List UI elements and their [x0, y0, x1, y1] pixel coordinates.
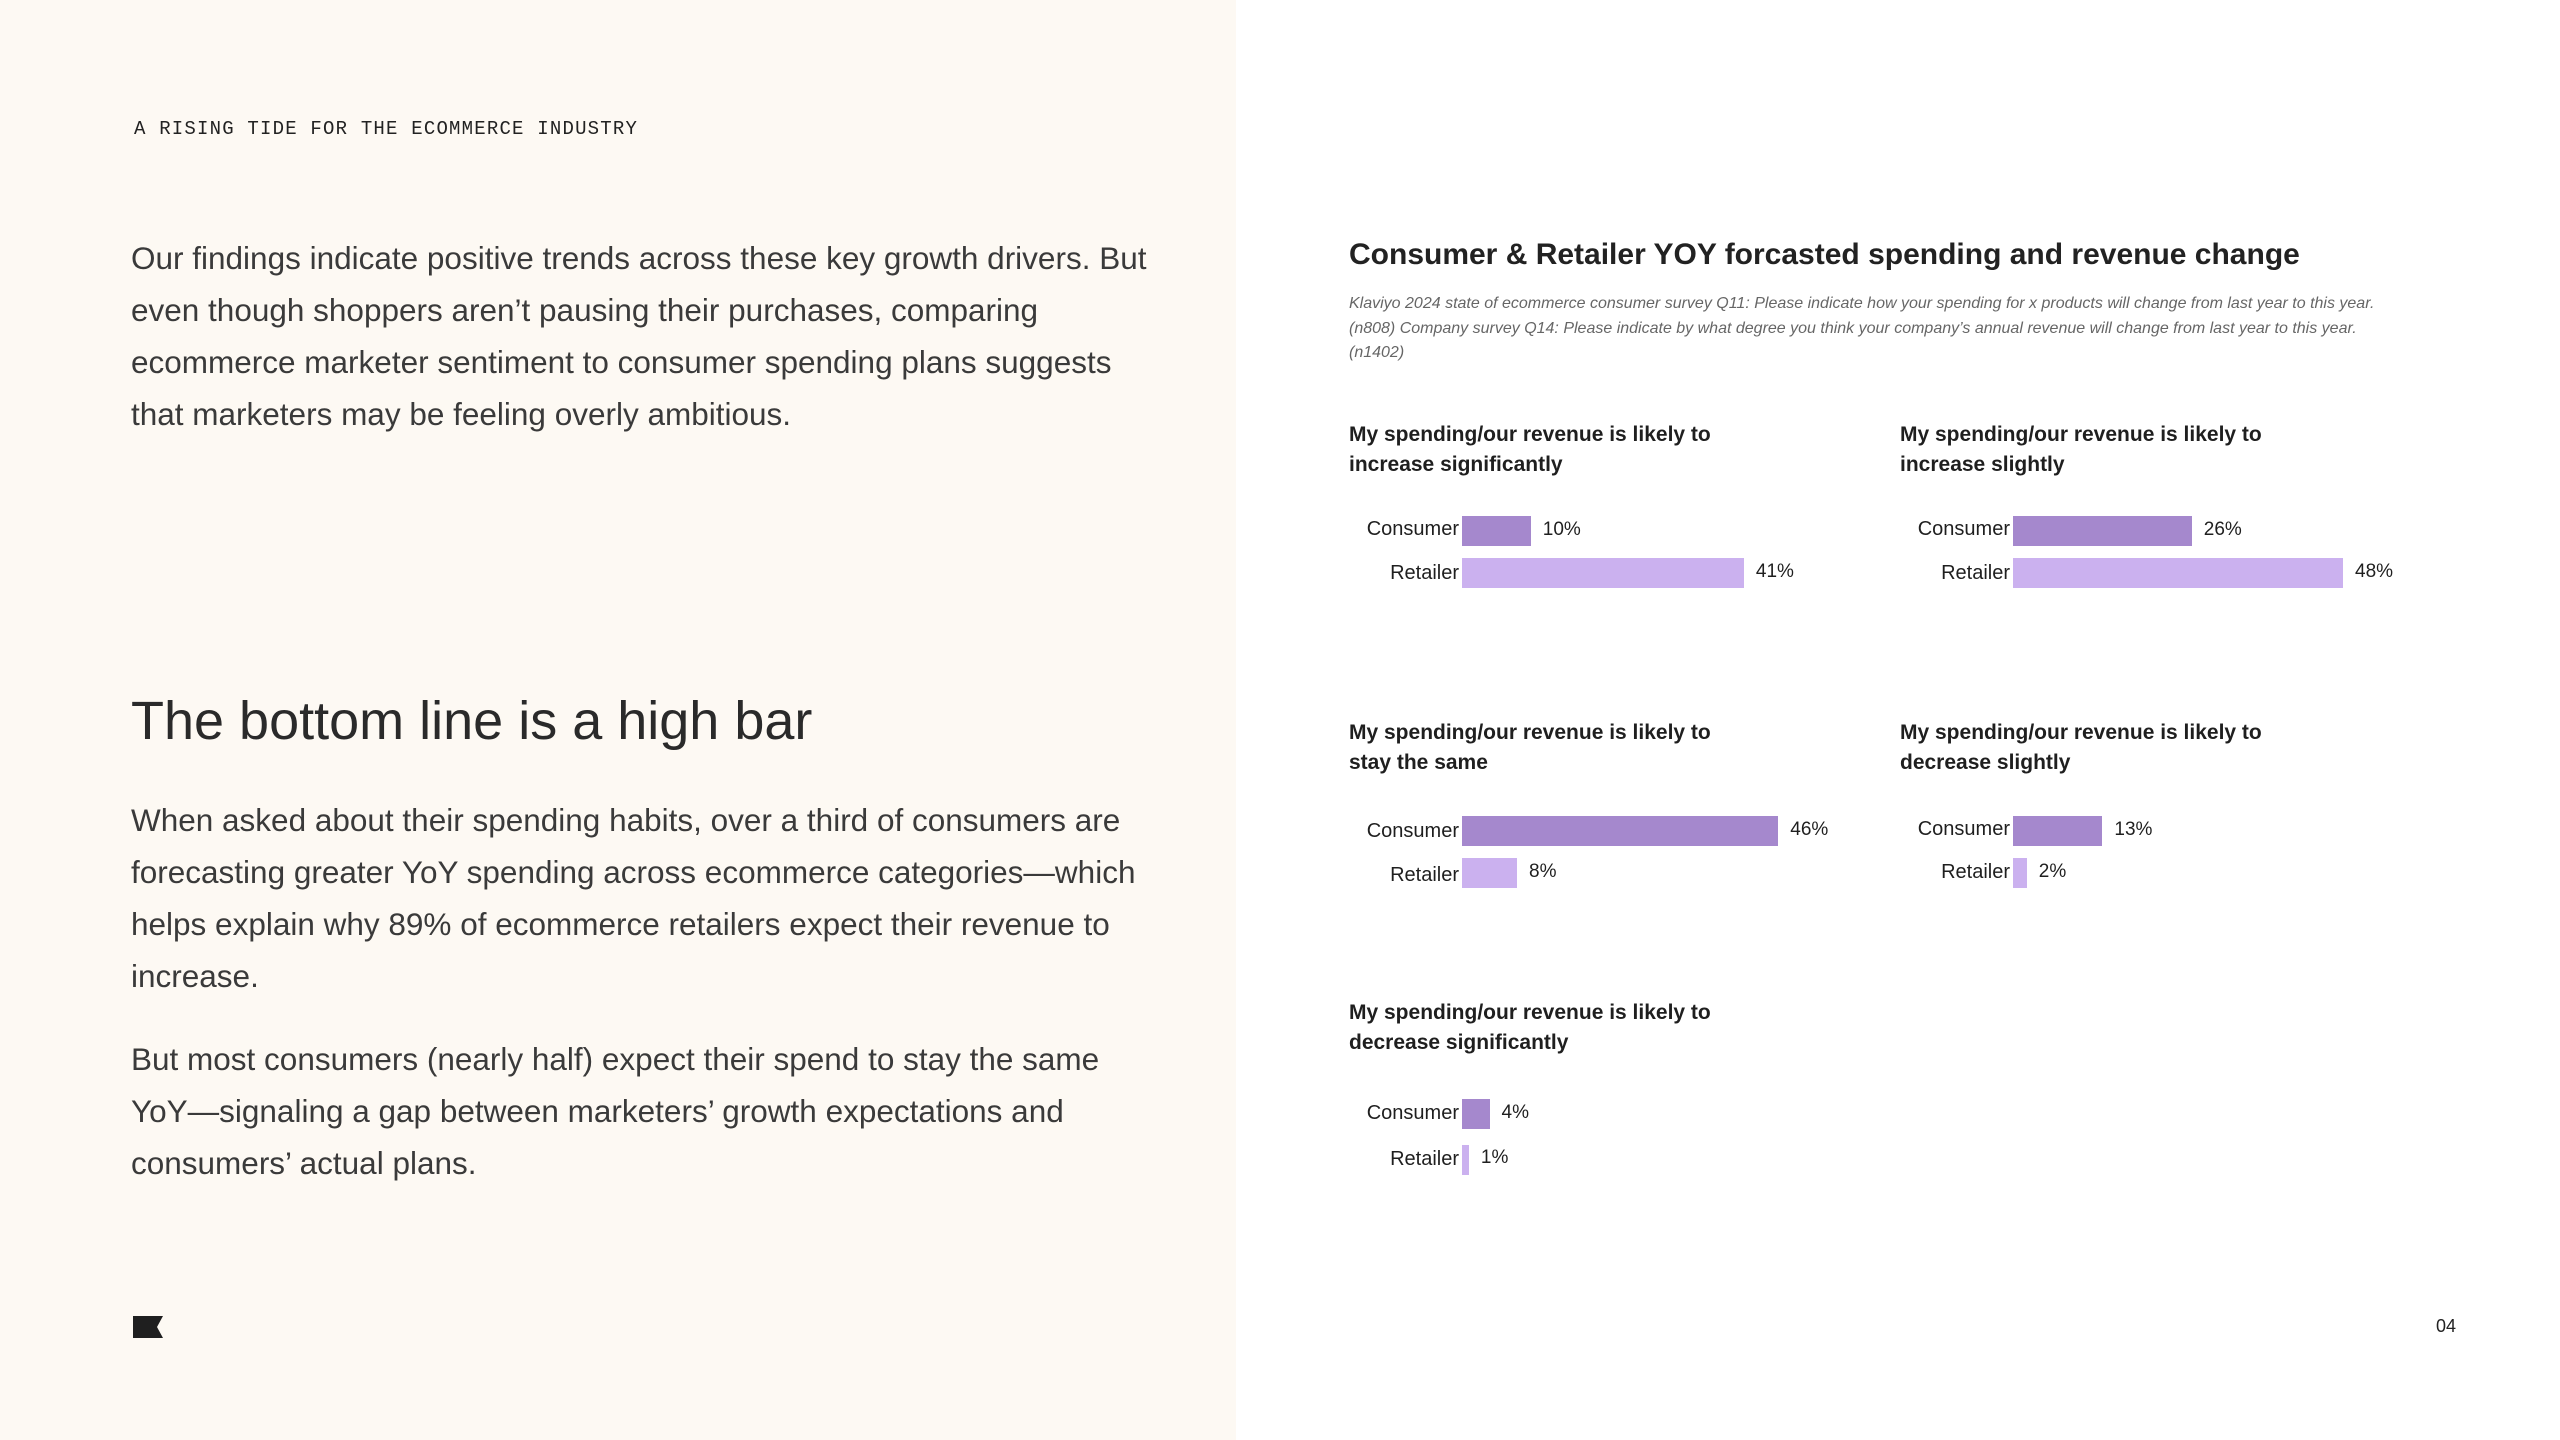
section-label: A RISING TIDE FOR THE ECOMMERCE INDUSTRY	[134, 118, 639, 140]
consumer-value-label: 46%	[1790, 819, 1829, 840]
retailer-value-label: 41%	[1755, 561, 1794, 582]
chart-panel-increase-significantly: My spending/our revenue is likely to inc…	[1349, 420, 1869, 620]
consumer-label: Consumer	[1366, 1102, 1459, 1124]
chart-title: Consumer & Retailer YOY forcasted spendi…	[1349, 238, 2300, 271]
retailer-value-label: 48%	[2355, 561, 2394, 582]
retailer-bar	[2013, 858, 2027, 888]
consumer-label: Consumer	[1917, 518, 2010, 540]
retailer-label: Retailer	[1390, 562, 1459, 584]
retailer-value-label: 2%	[2038, 861, 2067, 882]
retailer-value-label: 8%	[1529, 861, 1557, 882]
panel-title: My spending/our revenue is likely to dec…	[1349, 1001, 1711, 1054]
consumer-bar	[1462, 816, 1779, 846]
chart-panel-decrease-significantly: My spending/our revenue is likely to dec…	[1349, 998, 1869, 1198]
panel-title: My spending/our revenue is likely to sta…	[1349, 721, 1711, 774]
consumer-value-label: 4%	[1501, 1102, 1529, 1123]
retailer-bar	[1462, 1145, 1469, 1175]
intro-paragraph: Our findings indicate positive trends ac…	[131, 240, 1147, 432]
retailer-bar	[1462, 858, 1517, 888]
retailer-label: Retailer	[1941, 562, 2010, 584]
retailer-label: Retailer	[1941, 861, 2010, 883]
consumer-bar	[2013, 516, 2192, 546]
retailer-bar	[2013, 558, 2343, 588]
consumer-bar	[2013, 816, 2103, 846]
consumer-label: Consumer	[1366, 518, 1459, 540]
consumer-label: Consumer	[1917, 818, 2010, 840]
klaviyo-flag-logo-icon	[133, 1316, 163, 1338]
page-number: 04	[2436, 1316, 2457, 1336]
retailer-label: Retailer	[1390, 1148, 1459, 1170]
retailer-label: Retailer	[1390, 864, 1459, 886]
left-panel	[0, 0, 1236, 1440]
consumer-bar	[1462, 516, 1531, 546]
consumer-value-label: 13%	[2114, 819, 2153, 840]
section-heading: The bottom line is a high bar	[131, 691, 813, 751]
panel-title: My spending/our revenue is likely to dec…	[1900, 721, 2262, 774]
consumer-value-label: 26%	[2203, 519, 2242, 540]
chart-source-note: Klaviyo 2024 state of ecommerce consumer…	[1349, 295, 2375, 361]
chart-panel-decrease-slightly: My spending/our revenue is likely to dec…	[1900, 718, 2420, 918]
consumer-value-label: 10%	[1542, 519, 1581, 540]
consumer-label: Consumer	[1366, 820, 1459, 842]
right-panel	[1236, 0, 2560, 1440]
body-paragraph-2: But most consumers (nearly half) expect …	[131, 1041, 1100, 1181]
retailer-value-label: 1%	[1480, 1147, 1509, 1168]
panel-title: My spending/our revenue is likely to inc…	[1900, 423, 2262, 476]
panel-title: My spending/our revenue is likely to inc…	[1349, 423, 1711, 476]
retailer-bar	[1462, 558, 1744, 588]
consumer-bar	[1462, 1099, 1490, 1129]
chart-panel-stay-the-same: My spending/our revenue is likely to sta…	[1349, 718, 1869, 918]
chart-panel-increase-slightly: My spending/our revenue is likely to inc…	[1900, 420, 2420, 620]
body-paragraph-1: When asked about their spending habits, …	[131, 802, 1136, 994]
